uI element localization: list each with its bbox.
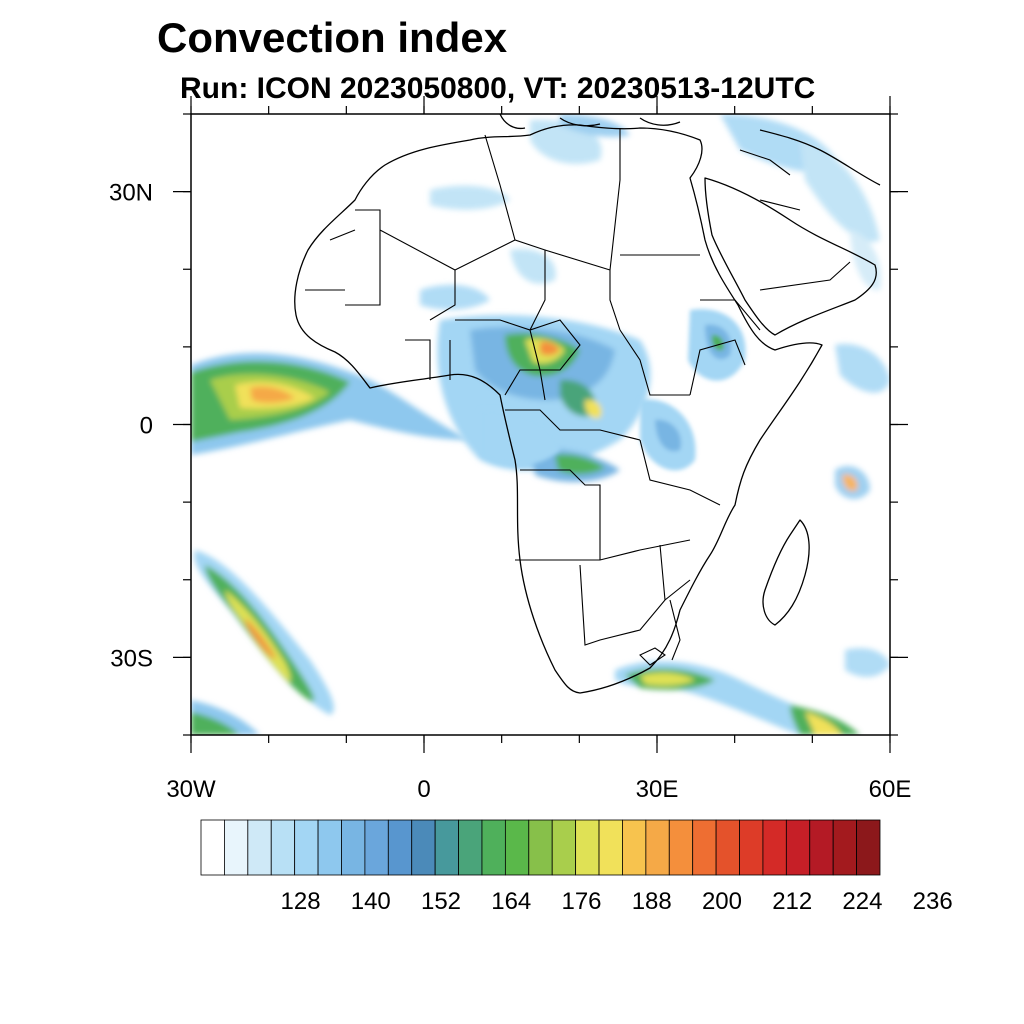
colorbar-swatch: [622, 819, 647, 876]
colorbar-swatch: [364, 819, 389, 876]
lon-tick-label: 0: [417, 776, 430, 803]
colorbar-swatch: [785, 819, 811, 876]
colorbar-tick-label: 212: [772, 888, 813, 915]
lat-tick-label: 30S: [110, 645, 153, 672]
lat-tick-label: 0: [140, 413, 153, 440]
colorbar-tick-label: 176: [561, 888, 602, 915]
map-field: [191, 114, 890, 735]
colorbar-swatch: [458, 819, 483, 876]
colorbar-tick-label: 224: [842, 888, 883, 915]
colorbar-swatch: [715, 819, 740, 876]
colorbar-swatch: [551, 819, 577, 876]
chart-subtitle: Run: ICON 2023050800, VT: 20230513-12UTC: [180, 72, 816, 105]
lon-tick-label: 30W: [166, 776, 216, 803]
colorbar-tick-label: 140: [350, 888, 391, 915]
axis-ticks: [173, 96, 908, 753]
colorbar-swatch: [224, 819, 249, 876]
colorbar-swatch: [645, 819, 670, 876]
colorbar-swatch: [809, 819, 834, 876]
colorbar-swatch: [762, 819, 787, 876]
colorbar-swatch: [504, 819, 530, 876]
lon-tick-label: 60E: [869, 776, 912, 803]
convection-field: [191, 114, 890, 735]
colorbar-swatch: [270, 819, 296, 876]
colorbar-swatch: [575, 819, 600, 876]
colorbar-swatch: [317, 819, 342, 876]
colorbar-swatch: [739, 819, 764, 876]
colorbar-swatch: [856, 819, 881, 876]
colorbar-swatch: [387, 819, 413, 876]
colorbar-tick-label: 152: [420, 888, 462, 915]
colorbar-swatch: [692, 819, 717, 876]
chart-title: Convection index: [157, 14, 508, 61]
colorbar-swatch: [200, 819, 225, 876]
colorbar-swatch: [832, 819, 857, 876]
colorbar: [200, 819, 881, 876]
colorbar-swatch: [528, 819, 553, 876]
colorbar-swatch: [247, 819, 272, 876]
colorbar-swatch: [341, 819, 366, 876]
axis-tick-labels: 30W 0 30E 60E 30N 0 30S: [109, 180, 911, 803]
lat-tick-label: 30N: [109, 180, 153, 207]
colorbar-swatch: [434, 819, 459, 876]
colorbar-tick-label: 236: [912, 888, 953, 915]
colorbar-swatch: [411, 819, 436, 876]
colorbar-swatch: [598, 819, 623, 876]
colorbar-tick-label: 188: [631, 888, 672, 915]
country-borders: [305, 128, 851, 666]
colorbar-swatch: [481, 819, 506, 876]
colorbar-tick-label: 128: [280, 888, 321, 915]
colorbar-swatch: [668, 819, 694, 876]
colorbar-tick-label: 200: [701, 888, 742, 915]
colorbar-swatch: [294, 819, 319, 876]
colorbar-tick-label: 164: [491, 888, 532, 915]
lon-tick-label: 30E: [636, 776, 679, 803]
